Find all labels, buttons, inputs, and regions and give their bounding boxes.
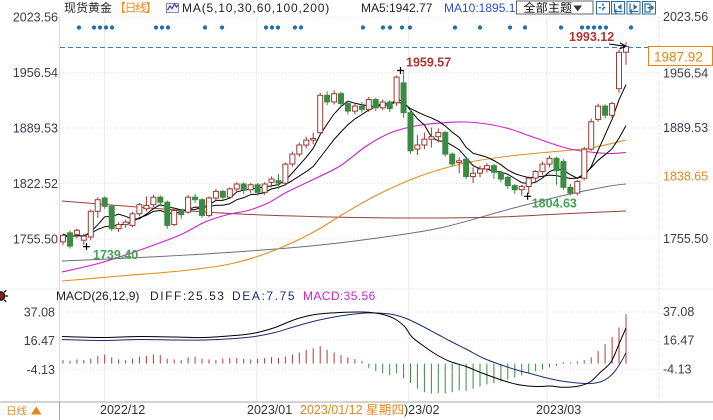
- svg-text:16.47: 16.47: [24, 334, 55, 348]
- svg-text:DEA:7.75: DEA:7.75: [232, 289, 296, 303]
- svg-text:1739.40: 1739.40: [93, 248, 138, 262]
- svg-text:1993.12: 1993.12: [569, 30, 614, 44]
- svg-text:16.47: 16.47: [663, 334, 694, 348]
- svg-text:1804.63: 1804.63: [532, 197, 577, 211]
- svg-text:MA10:1895.1: MA10:1895.1: [444, 1, 516, 15]
- svg-text:2023.56: 2023.56: [663, 10, 708, 24]
- svg-text:-4.13: -4.13: [663, 362, 692, 376]
- svg-text:1838.65: 1838.65: [663, 170, 708, 184]
- svg-text:)23/02: )23/02: [404, 403, 439, 417]
- svg-text:1956.54: 1956.54: [663, 67, 708, 81]
- svg-text:1755.50: 1755.50: [13, 233, 58, 247]
- svg-text:1889.53: 1889.53: [663, 121, 708, 135]
- svg-text:MACD(26,12,9): MACD(26,12,9): [56, 289, 139, 303]
- svg-text:1987.92: 1987.92: [654, 50, 703, 65]
- svg-text:2022/12: 2022/12: [100, 403, 145, 417]
- svg-text:37.08: 37.08: [663, 305, 694, 319]
- svg-text:1755.50: 1755.50: [663, 232, 708, 246]
- svg-text:1822.52: 1822.52: [13, 177, 58, 191]
- svg-text:MACD:35.56: MACD:35.56: [303, 289, 376, 303]
- svg-text:MA(5,10,30,60,100,200): MA(5,10,30,60,100,200): [182, 1, 330, 15]
- svg-text:37.08: 37.08: [24, 306, 55, 320]
- svg-text:1956.54: 1956.54: [13, 66, 58, 80]
- svg-text:1889.53: 1889.53: [13, 122, 58, 136]
- svg-text:2023/01/12: 2023/01/12: [300, 403, 363, 417]
- svg-text:MA5:1942.77: MA5:1942.77: [361, 1, 433, 15]
- svg-text:-4.13: -4.13: [27, 363, 56, 377]
- svg-text:2023.56: 2023.56: [13, 11, 58, 25]
- svg-text:2023/01: 2023/01: [247, 403, 292, 417]
- svg-text:1959.57: 1959.57: [406, 56, 451, 70]
- svg-text:DIFF:25.53: DIFF:25.53: [150, 289, 226, 303]
- svg-text:2023/03: 2023/03: [536, 403, 581, 417]
